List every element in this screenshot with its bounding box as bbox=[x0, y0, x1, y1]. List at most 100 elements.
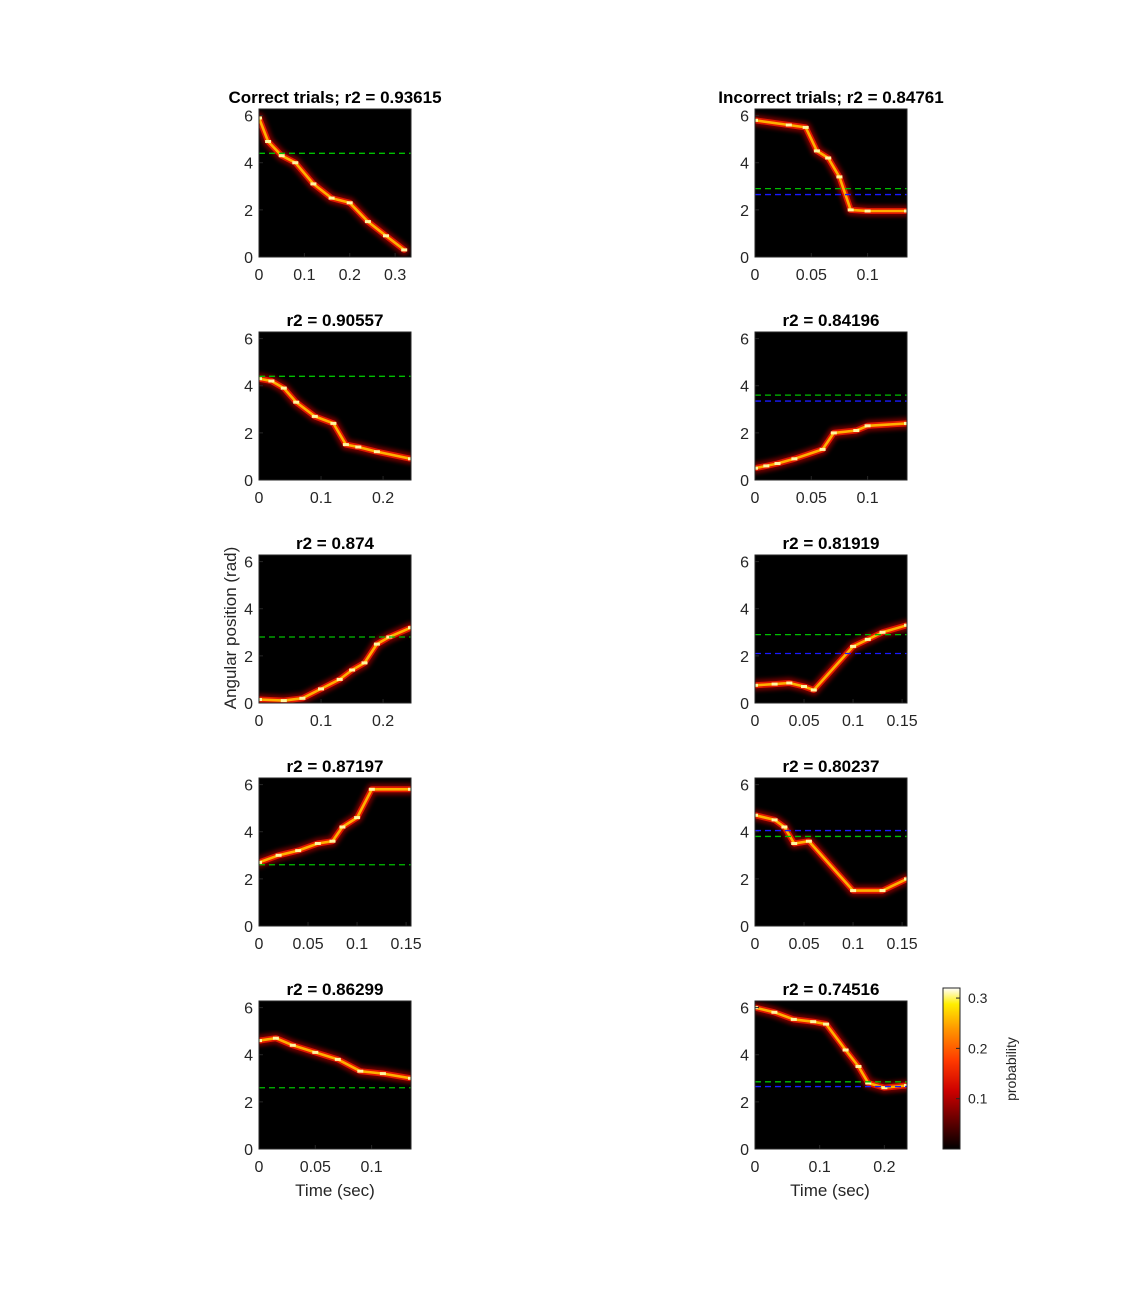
panel-incorrect-5: r2 = 0.74516 0 2 4 6 0 0.1 0.2 bbox=[740, 980, 908, 1176]
posterior-peak-bin bbox=[836, 175, 843, 179]
panels-layer: Correct trials; r2 = 0.93615 0 2 4 6 0 0.1 0.2 0… bbox=[228, 88, 943, 1176]
x-tick-label: 0.1 bbox=[360, 1159, 382, 1176]
posterior-peak-bin bbox=[334, 1057, 341, 1061]
posterior-peak-bin bbox=[864, 424, 871, 428]
posterior-peak-bin bbox=[361, 661, 368, 665]
posterior-peak-bin bbox=[904, 623, 907, 627]
posterior-peak-bin bbox=[771, 1010, 778, 1014]
posterior-peak-bin bbox=[790, 1017, 797, 1021]
y-tick-label: 0 bbox=[244, 473, 253, 490]
panel-title: r2 = 0.87197 bbox=[287, 757, 384, 776]
x-tick-label: 0 bbox=[255, 267, 264, 284]
y-tick-label: 4 bbox=[244, 379, 253, 396]
x-tick-label: 0 bbox=[751, 490, 760, 507]
posterior-peak-bin bbox=[259, 698, 262, 701]
x-tick-label: 0.05 bbox=[300, 1159, 331, 1176]
panel-incorrect-1: Incorrect trials; r2 = 0.84761 0 2 4 6 0 0.05 0… bbox=[718, 88, 943, 284]
posterior-peak-bin bbox=[786, 681, 793, 685]
axes-frame bbox=[258, 777, 412, 927]
x-tick-label: 0 bbox=[255, 490, 264, 507]
x-tick-label: 0 bbox=[255, 1159, 264, 1176]
x-tick-label: 0.05 bbox=[788, 936, 819, 953]
y-tick-label: 0 bbox=[244, 1142, 253, 1159]
x-tick-label: 0.1 bbox=[310, 713, 332, 730]
posterior-peak-bin bbox=[289, 1043, 296, 1047]
posterior-peak-bin bbox=[904, 421, 907, 425]
posterior-peak-bin bbox=[357, 1069, 364, 1073]
posterior-peak-bin bbox=[259, 860, 262, 864]
y-tick-label: 0 bbox=[740, 250, 749, 267]
y-tick-label: 0 bbox=[244, 250, 253, 267]
posterior-peak-bin bbox=[771, 682, 778, 686]
posterior-peak-bin bbox=[853, 429, 860, 432]
posterior-peak-bin bbox=[755, 118, 758, 122]
posterior-peak-bin bbox=[311, 414, 318, 418]
y-tick-label: 2 bbox=[244, 1095, 253, 1112]
x-axis-label-right: Time (sec) bbox=[790, 1181, 870, 1200]
posterior-peak-bin bbox=[825, 156, 832, 160]
posterior-peak-bin bbox=[791, 842, 798, 845]
posterior-peak-bin bbox=[755, 683, 758, 687]
x-tick-label: 0.1 bbox=[809, 1159, 831, 1176]
posterior-peak-bin bbox=[272, 1036, 279, 1040]
y-tick-label: 2 bbox=[244, 203, 253, 220]
posterior-peak-bin bbox=[408, 787, 411, 791]
posterior-peak-bin bbox=[275, 853, 282, 857]
posterior-peak-bin bbox=[819, 447, 826, 451]
x-tick-label: 0.15 bbox=[887, 713, 918, 730]
posterior-peak-bin bbox=[755, 813, 758, 817]
y-tick-label: 2 bbox=[244, 649, 253, 666]
y-tick-label: 0 bbox=[740, 919, 749, 936]
posterior-peak-bin bbox=[329, 839, 336, 843]
x-tick-label: 0 bbox=[751, 267, 760, 284]
y-tick-label: 2 bbox=[244, 872, 253, 889]
y-tick-label: 4 bbox=[740, 825, 749, 842]
posterior-peak-bin bbox=[823, 1022, 830, 1026]
posterior-peak-bin bbox=[259, 116, 262, 120]
posterior-peak-bin bbox=[330, 421, 337, 425]
posterior-peak-bin bbox=[383, 234, 389, 238]
posterior-peak-bin bbox=[368, 787, 375, 791]
posterior-peak-bin bbox=[771, 818, 778, 822]
y-tick-label: 6 bbox=[244, 555, 253, 572]
posterior-peak-bin bbox=[346, 201, 353, 205]
panel-incorrect-3: r2 = 0.81919 0 2 4 6 0 0.05 0.1 0.15 bbox=[740, 534, 918, 730]
y-tick-label: 6 bbox=[740, 555, 749, 572]
y-tick-label: 4 bbox=[244, 156, 253, 173]
posterior-peak-bin bbox=[314, 842, 321, 845]
y-tick-label: 2 bbox=[740, 426, 749, 443]
y-tick-label: 0 bbox=[244, 919, 253, 936]
posterior-peak-bin bbox=[268, 379, 275, 383]
posterior-peak-bin bbox=[293, 400, 300, 404]
posterior-peak-bin bbox=[865, 1081, 872, 1085]
axes-frame bbox=[258, 554, 412, 704]
posterior-peak-bin bbox=[349, 668, 356, 672]
posterior-peak-bin bbox=[774, 462, 781, 465]
x-tick-label: 0 bbox=[751, 713, 760, 730]
x-tick-label: 0 bbox=[751, 936, 760, 953]
x-tick-label: 0.15 bbox=[391, 936, 422, 953]
probability-peak bbox=[755, 1006, 907, 1089]
posterior-peak-bin bbox=[864, 637, 871, 641]
posterior-peak-bin bbox=[801, 685, 807, 688]
posterior-peak-bin bbox=[791, 457, 798, 461]
y-tick-label: 4 bbox=[740, 379, 749, 396]
posterior-peak-bin bbox=[881, 1086, 888, 1090]
panel-correct-3: r2 = 0.874 0 2 4 6 0 0.1 0.2 bbox=[244, 534, 412, 730]
axes-frame bbox=[258, 331, 412, 481]
posterior-peak-bin bbox=[280, 386, 287, 390]
y-tick-label: 6 bbox=[740, 109, 749, 126]
colorbar: 0.1 0.2 0.3 bbox=[942, 987, 988, 1150]
y-tick-label: 2 bbox=[740, 203, 749, 220]
x-tick-label: 0 bbox=[255, 713, 264, 730]
y-tick-label: 6 bbox=[244, 332, 253, 349]
x-tick-label: 0.1 bbox=[293, 267, 315, 284]
x-tick-label: 0 bbox=[751, 1159, 760, 1176]
posterior-peak-bin bbox=[879, 889, 886, 893]
x-tick-label: 0.2 bbox=[339, 267, 361, 284]
y-tick-label: 0 bbox=[740, 473, 749, 490]
panel-title: r2 = 0.86299 bbox=[287, 980, 384, 999]
x-tick-label: 0.1 bbox=[310, 490, 332, 507]
posterior-peak-bin bbox=[278, 154, 285, 158]
posterior-peak-bin bbox=[855, 1065, 862, 1068]
